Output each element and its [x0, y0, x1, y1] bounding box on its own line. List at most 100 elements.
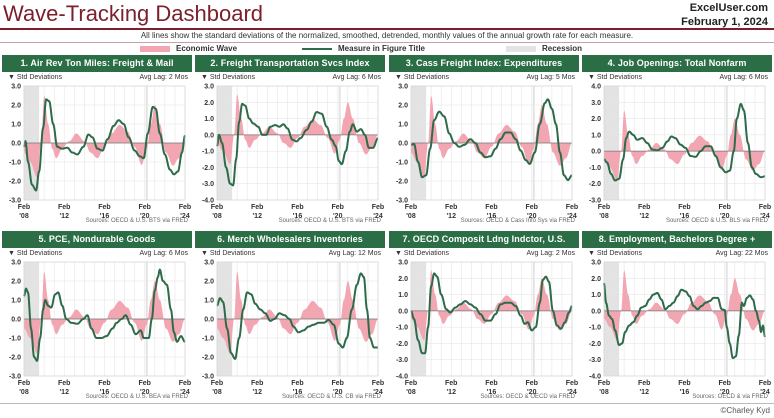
x-tick-label-month: Feb: [211, 204, 223, 211]
chart-plot: 3.02.01.00.0-1.0-2.0-3.0Feb'08Feb'12Feb'…: [9, 84, 191, 221]
site-name: ExcelUser.com: [689, 2, 768, 14]
x-tick-label-month: Feb: [678, 204, 690, 211]
title-divider: [0, 28, 774, 30]
report-date: February 1, 2024: [681, 16, 768, 28]
chart-source: Sources: OECD & U.S. BTS via FRED: [85, 218, 188, 224]
x-tick-label-month: Feb: [526, 204, 538, 211]
x-tick-label-month: Feb: [372, 380, 384, 387]
dashboard-title: Wave-Tracking Dashboard: [3, 1, 264, 26]
x-tick-label-year: '20: [333, 213, 343, 220]
y-tick-label: -3.0: [9, 198, 21, 205]
y-tick-label: 0.0: [591, 308, 601, 315]
legend-swatch-wave: [140, 45, 170, 52]
chart-source: Sources: OECD & U.S. BLS via FRED: [665, 218, 768, 224]
chart-panel-8: 8. Employment, Bachelors Degree + ▼ Std D…: [582, 231, 772, 402]
x-tick-label-month: Feb: [211, 380, 223, 387]
chart-panel-5: 5. PCE, Nondurable Goods ▼ Std Deviations…: [2, 231, 192, 402]
recession-band: [338, 86, 341, 200]
y-tick-label: 3.0: [398, 260, 408, 267]
chart-source: Sources: OECD & U.S. BEA via FRED: [85, 394, 188, 400]
x-tick-label-month: Feb: [678, 380, 690, 387]
measure-line: [23, 268, 186, 362]
chart-plot: 3.02.01.00.0-1.0-2.0-3.0Feb'08Feb'12Feb'…: [202, 260, 384, 397]
measure-line: [216, 272, 379, 360]
y-tick-label: -1.0: [9, 160, 21, 167]
chart-panel-3: 3. Cass Freight Index: Expenditures ▼ Std…: [389, 55, 579, 226]
chart-meta: ▼ Std Deviations Avg Lag: 5 Mos: [389, 72, 579, 82]
x-tick-label-year: '20: [333, 389, 343, 396]
chart-plot: 3.02.01.00.0-1.0-2.0-3.0Feb'08Feb'12Feb'…: [396, 84, 578, 221]
plot-frame: [23, 261, 186, 377]
chart-panel-7: 7. OECD Composit Ldng Indctor, U.S. ▼ Std…: [389, 231, 579, 402]
y-axis-label: ▼ Std Deviations: [8, 250, 63, 257]
y-tick-label: 3.0: [11, 260, 21, 267]
y-tick-label: 0.0: [204, 317, 214, 324]
legend-swatch-measure: [302, 47, 332, 50]
y-tick-label: -2.0: [396, 179, 408, 186]
avg-lag-label: Avg Lag: 6 Mos: [719, 74, 768, 81]
x-tick-label-month: Feb: [179, 380, 191, 387]
y-tick-label: 3.0: [591, 260, 601, 267]
y-tick-label: -2.0: [202, 165, 214, 172]
plot-frame: [603, 261, 766, 377]
legend-item-measure: Measure in Figure Title: [302, 44, 425, 53]
economic-wave-area: [217, 271, 378, 354]
avg-lag-label: Avg Lag: 12 Mos: [328, 250, 381, 257]
x-tick-label-year: '12: [60, 213, 70, 220]
x-tick-label-year: '16: [100, 213, 110, 220]
measure-line: [23, 98, 186, 192]
x-tick-label-month: Feb: [759, 380, 771, 387]
y-tick-label: 4.0: [591, 84, 601, 91]
chart-title: 2. Freight Transportation Svcs Index: [195, 55, 385, 72]
x-tick-label-year: '12: [447, 389, 457, 396]
x-tick-label-month: Feb: [291, 204, 303, 211]
x-tick-label-year: '16: [293, 389, 303, 396]
x-tick-label-month: Feb: [405, 380, 417, 387]
x-tick-label-year: '08: [212, 389, 222, 396]
chart-meta: ▼ Std Deviations Avg Lag: 6 Mos: [195, 72, 385, 82]
y-tick-label: -2.0: [589, 181, 601, 188]
x-tick-label-month: Feb: [251, 204, 263, 211]
chart-meta: ▼ Std Deviations Avg Lag: 2 Mos: [2, 72, 192, 82]
y-tick-label: 0.0: [398, 308, 408, 315]
x-tick-label-year: '12: [253, 389, 263, 396]
x-tick-label-year: '16: [100, 389, 110, 396]
y-axis-label: ▼ Std Deviations: [395, 74, 450, 81]
chart-meta: ▼ Std Deviations Avg Lag: 6 Mos: [2, 248, 192, 258]
x-tick-label-year: '24: [567, 213, 577, 220]
x-tick-label-month: Feb: [638, 380, 650, 387]
x-tick-label-month: Feb: [405, 204, 417, 211]
y-tick-label: -3.0: [589, 357, 601, 364]
y-tick-label: -1.0: [9, 336, 21, 343]
x-tick-label-month: Feb: [719, 204, 731, 211]
y-tick-label: 3.0: [11, 84, 21, 91]
subtitle: All lines show the standard deviations o…: [140, 31, 634, 40]
legend: Economic Wave Measure in Figure Title Re…: [0, 44, 774, 54]
chart-meta: ▼ Std Deviations Avg Lag: 12 Mos: [195, 248, 385, 258]
recession-band: [604, 86, 620, 200]
footer-divider: [0, 403, 774, 404]
x-tick-label-year: '08: [599, 389, 609, 396]
legend-swatch-recession: [506, 45, 536, 52]
x-tick-label-year: '16: [487, 389, 497, 396]
avg-lag-label: Avg Lag: 22 Mos: [715, 250, 768, 257]
x-tick-label-month: Feb: [332, 204, 344, 211]
avg-lag-label: Avg Lag: 2 Mos: [139, 74, 188, 81]
chart-plot: 3.02.01.00.0-1.0-2.0-3.0-4.0Feb'08Feb'12…: [589, 260, 771, 397]
y-axis-label: ▼ Std Deviations: [201, 250, 256, 257]
chart-plot: 3.02.01.00.0-1.0-2.0-3.0Feb'08Feb'12Feb'…: [9, 260, 191, 397]
y-tick-label: 3.0: [204, 84, 214, 91]
chart-source: Sources: OECD & U.S. BTS via FRED: [278, 218, 381, 224]
chart-panel-1: 1. Air Rev Ton Miles: Freight & Mail ▼ St…: [2, 55, 192, 226]
y-tick-label: -1.0: [589, 325, 601, 332]
x-tick-label-month: Feb: [598, 204, 610, 211]
x-tick-label-month: Feb: [18, 380, 30, 387]
x-tick-label-month: Feb: [98, 380, 110, 387]
chart-source: Sources: OECD & Cass Info Sys via FRED: [460, 218, 575, 224]
y-tick-label: 2.0: [204, 100, 214, 107]
x-tick-label-month: Feb: [566, 204, 578, 211]
y-tick-label: 1.0: [398, 122, 408, 129]
x-tick-label-month: Feb: [719, 380, 731, 387]
x-tick-label-year: '20: [527, 389, 537, 396]
chart-panel-2: 2. Freight Transportation Svcs Index ▼ St…: [195, 55, 385, 226]
